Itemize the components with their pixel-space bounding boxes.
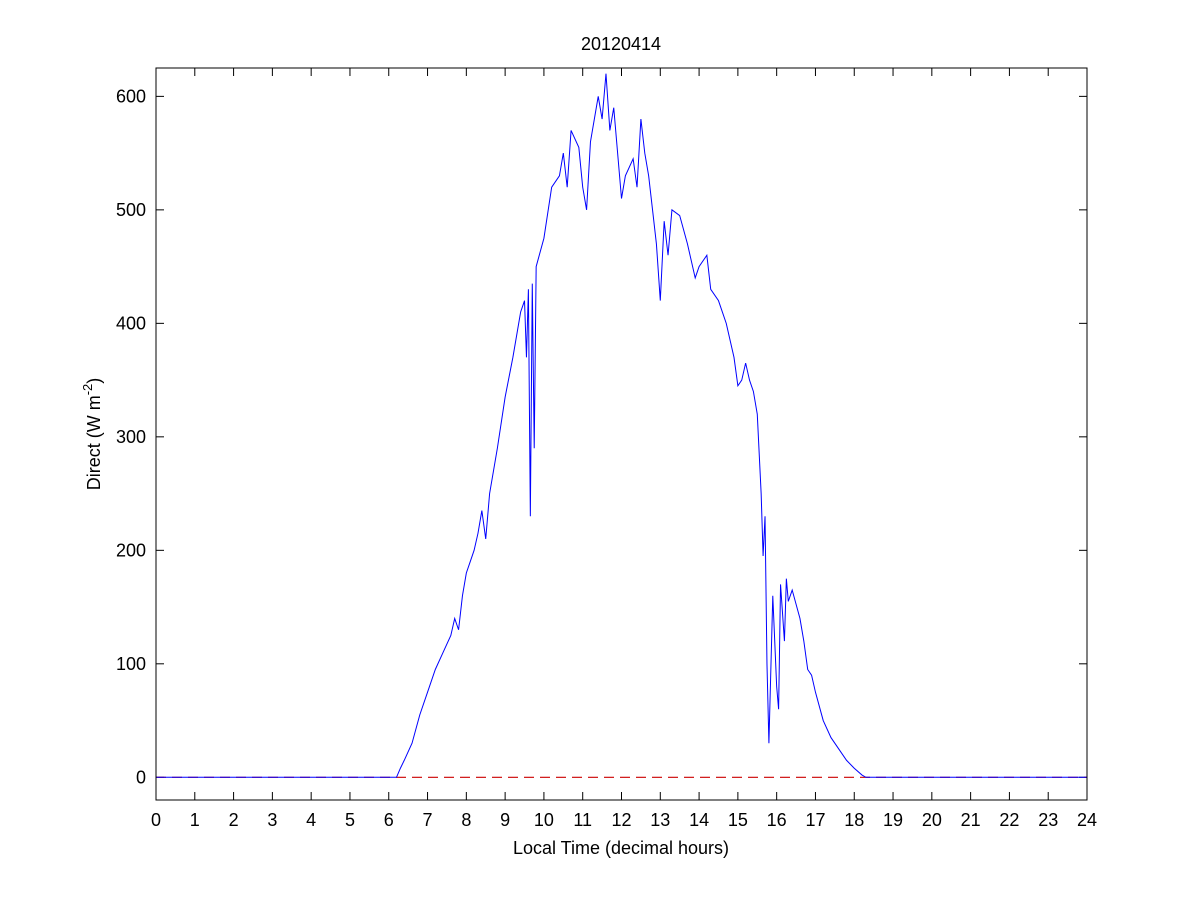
x-tick-label: 12 [611,810,631,830]
data-line [156,73,1087,778]
y-tick-label: 0 [136,767,146,787]
x-tick-label: 14 [689,810,709,830]
x-tick-label: 9 [500,810,510,830]
x-tick-label: 3 [267,810,277,830]
x-tick-label: 2 [229,810,239,830]
x-tick-label: 1 [190,810,200,830]
y-label-text: Direct (W m [84,395,104,490]
x-tick-label: 23 [1038,810,1058,830]
x-tick-label: 8 [461,810,471,830]
y-tick-label: 400 [116,313,146,333]
plot-frame [155,67,1088,801]
x-tick-label: 18 [844,810,864,830]
x-tick-label: 11 [573,810,592,830]
chart-title: 20120414 [581,34,661,54]
y-tick-label: 600 [116,86,146,106]
x-tick-label: 10 [534,810,554,830]
x-tick-label: 7 [423,810,433,830]
x-tick-label: 20 [922,810,942,830]
y-tick-label: 200 [116,540,146,560]
x-tick-label: 22 [999,810,1019,830]
x-tick-label: 24 [1077,810,1097,830]
y-label-suffix: ) [84,378,104,384]
x-tick-label: 15 [728,810,748,830]
y-tick-label: 100 [116,654,146,674]
x-axis-label: Local Time (decimal hours) [513,838,729,858]
x-tick-label: 5 [345,810,355,830]
y-label-sup: -2 [80,384,95,396]
x-tick-label: 17 [805,810,825,830]
x-tick-label: 0 [151,810,161,830]
x-tick-label: 13 [650,810,670,830]
x-tick-label: 4 [306,810,316,830]
x-tick-label: 19 [883,810,903,830]
x-tick-label: 21 [961,810,981,830]
y-tick-label: 300 [116,427,146,447]
y-axis-label: Direct (W m-2) [80,378,104,491]
x-tick-label: 16 [767,810,787,830]
y-tick-label: 500 [116,200,146,220]
x-tick-label: 6 [384,810,394,830]
